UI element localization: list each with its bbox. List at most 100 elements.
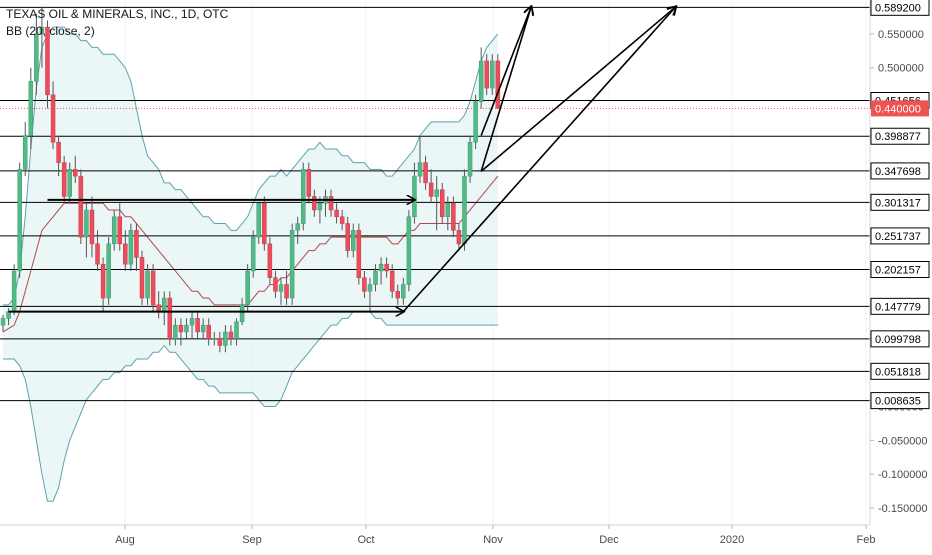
candle — [300, 162, 306, 231]
candle — [295, 216, 300, 244]
candle — [95, 230, 100, 271]
candle-up — [234, 321, 239, 339]
price-tick-label: 0.550000 — [878, 29, 924, 41]
candle-up — [184, 324, 189, 333]
candle-down — [45, 26, 50, 96]
candle-up — [256, 202, 262, 238]
candle — [401, 277, 406, 305]
candle-down — [456, 230, 462, 245]
candle — [345, 216, 350, 258]
candle-up — [0, 318, 6, 326]
candle-down — [389, 270, 395, 292]
candle-up — [39, 26, 45, 35]
candle-down — [228, 331, 234, 339]
candle — [373, 264, 378, 292]
candle-up — [245, 270, 250, 306]
candle — [245, 264, 250, 312]
symbol-title: TEXAS OIL & MINERALS, INC., 1D, OTC — [6, 7, 229, 21]
price-tick: 0.550000 — [870, 29, 924, 41]
candle — [484, 54, 489, 95]
bollinger-fill — [3, 27, 498, 502]
candle-down — [95, 243, 100, 265]
candle — [256, 202, 262, 244]
candle — [234, 318, 239, 346]
level-tag-box — [870, 193, 930, 211]
candle — [339, 210, 345, 231]
candle-down — [117, 216, 123, 245]
level-tag-label: 0.251737 — [875, 231, 921, 243]
candle-down — [273, 277, 278, 292]
candle-down — [439, 189, 445, 218]
level-tag-label: 0.008635 — [875, 396, 921, 408]
candle-up — [445, 202, 451, 218]
level-price-tag: 0.008635 — [870, 392, 930, 410]
level-tag-box — [870, 297, 930, 315]
candle-up — [128, 230, 134, 265]
candle — [45, 20, 50, 109]
candle-down — [100, 263, 106, 299]
candle — [384, 257, 389, 278]
price-tick-label: -0.150000 — [878, 503, 928, 515]
horizontal-levels — [0, 6, 870, 402]
candle — [39, 6, 45, 68]
candle — [378, 257, 384, 285]
candle-down — [267, 243, 273, 278]
time-tick: Aug — [115, 525, 135, 546]
candle — [123, 230, 128, 271]
candle-up — [34, 33, 39, 82]
level-price-tag: 0.301317 — [870, 193, 930, 211]
level-price-tag: 0.147779 — [870, 297, 930, 315]
candle — [428, 169, 434, 204]
candle — [395, 284, 401, 305]
candle-down — [167, 297, 173, 339]
candle-down — [195, 318, 200, 333]
candle-down — [178, 324, 184, 333]
candle-up — [295, 223, 300, 231]
candle — [200, 318, 206, 339]
candle-down — [428, 182, 434, 197]
drawings — [8, 7, 676, 312]
candle-down — [139, 257, 145, 299]
candle — [0, 315, 6, 332]
candle-up — [417, 162, 423, 177]
level-tag-label: 0.301317 — [875, 197, 921, 209]
time-tick-label: Sep — [242, 534, 262, 546]
candle — [178, 318, 184, 346]
price-tick: -0.100000 — [870, 469, 928, 481]
level-tag-label: 0.099798 — [875, 334, 921, 346]
candle — [362, 270, 367, 299]
level-tag-label: 0.202157 — [875, 265, 921, 277]
candle-down — [495, 60, 501, 109]
candles — [0, 6, 501, 353]
candle — [223, 325, 228, 353]
candle-down — [395, 291, 401, 299]
candle — [423, 155, 428, 190]
bollinger-basis-line — [2, 175, 499, 333]
candle — [228, 325, 234, 346]
candle-down — [284, 284, 289, 299]
candle — [11, 264, 17, 315]
candle — [473, 94, 478, 150]
time-tick-label: Nov — [483, 534, 503, 546]
level-price-tag: 0.251737 — [870, 227, 930, 245]
candle — [212, 331, 217, 346]
candle — [456, 223, 462, 251]
last-price-tag-box — [871, 100, 929, 117]
candle — [61, 155, 67, 204]
price-tick: -0.050000 — [870, 435, 928, 447]
level-price-tag: 0.589200 — [870, 0, 930, 16]
candle — [250, 230, 256, 278]
price-tick-label: -0.050000 — [878, 435, 928, 447]
candle — [217, 331, 223, 353]
candle-up — [406, 216, 412, 285]
candle — [312, 189, 317, 217]
candle-up — [367, 284, 373, 292]
candle — [356, 223, 362, 285]
price-tick-label: -0.100000 — [878, 469, 928, 481]
level-price-tag: 0.398877 — [870, 127, 930, 145]
candle — [306, 162, 312, 204]
trend-arrow — [480, 7, 676, 172]
price-tick: 0.500000 — [870, 63, 924, 75]
